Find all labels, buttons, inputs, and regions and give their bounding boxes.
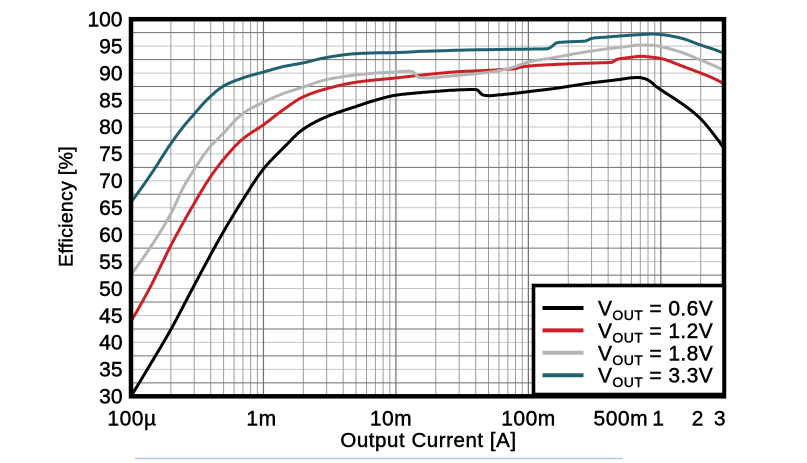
- svg-text:40: 40: [99, 332, 122, 355]
- svg-text:85: 85: [99, 89, 122, 112]
- svg-text:90: 90: [99, 62, 122, 85]
- svg-text:75: 75: [99, 143, 122, 166]
- svg-text:70: 70: [99, 170, 122, 193]
- svg-text:1: 1: [652, 408, 664, 431]
- svg-text:500m: 500m: [594, 408, 649, 431]
- svg-text:50: 50: [99, 278, 122, 301]
- svg-text:100m: 100m: [501, 408, 556, 431]
- svg-text:Efficiency [%]: Efficiency [%]: [56, 146, 78, 267]
- svg-text:3: 3: [714, 408, 726, 431]
- svg-text:30: 30: [99, 386, 122, 409]
- svg-text:35: 35: [99, 359, 122, 382]
- svg-text:1m: 1m: [246, 408, 276, 431]
- svg-text:80: 80: [99, 116, 122, 139]
- svg-text:60: 60: [99, 224, 122, 247]
- svg-text:95: 95: [99, 35, 122, 58]
- svg-text:65: 65: [99, 197, 122, 220]
- svg-text:55: 55: [99, 251, 122, 274]
- svg-text:2: 2: [692, 408, 704, 431]
- svg-text:10m: 10m: [370, 408, 412, 431]
- svg-text:VOUT = 1.8V: VOUT = 1.8V: [598, 342, 713, 368]
- svg-text:100: 100: [87, 9, 122, 32]
- svg-text:45: 45: [99, 305, 122, 328]
- svg-text:100µ: 100µ: [107, 408, 156, 431]
- svg-text:Output Current [A]: Output Current [A]: [340, 429, 516, 452]
